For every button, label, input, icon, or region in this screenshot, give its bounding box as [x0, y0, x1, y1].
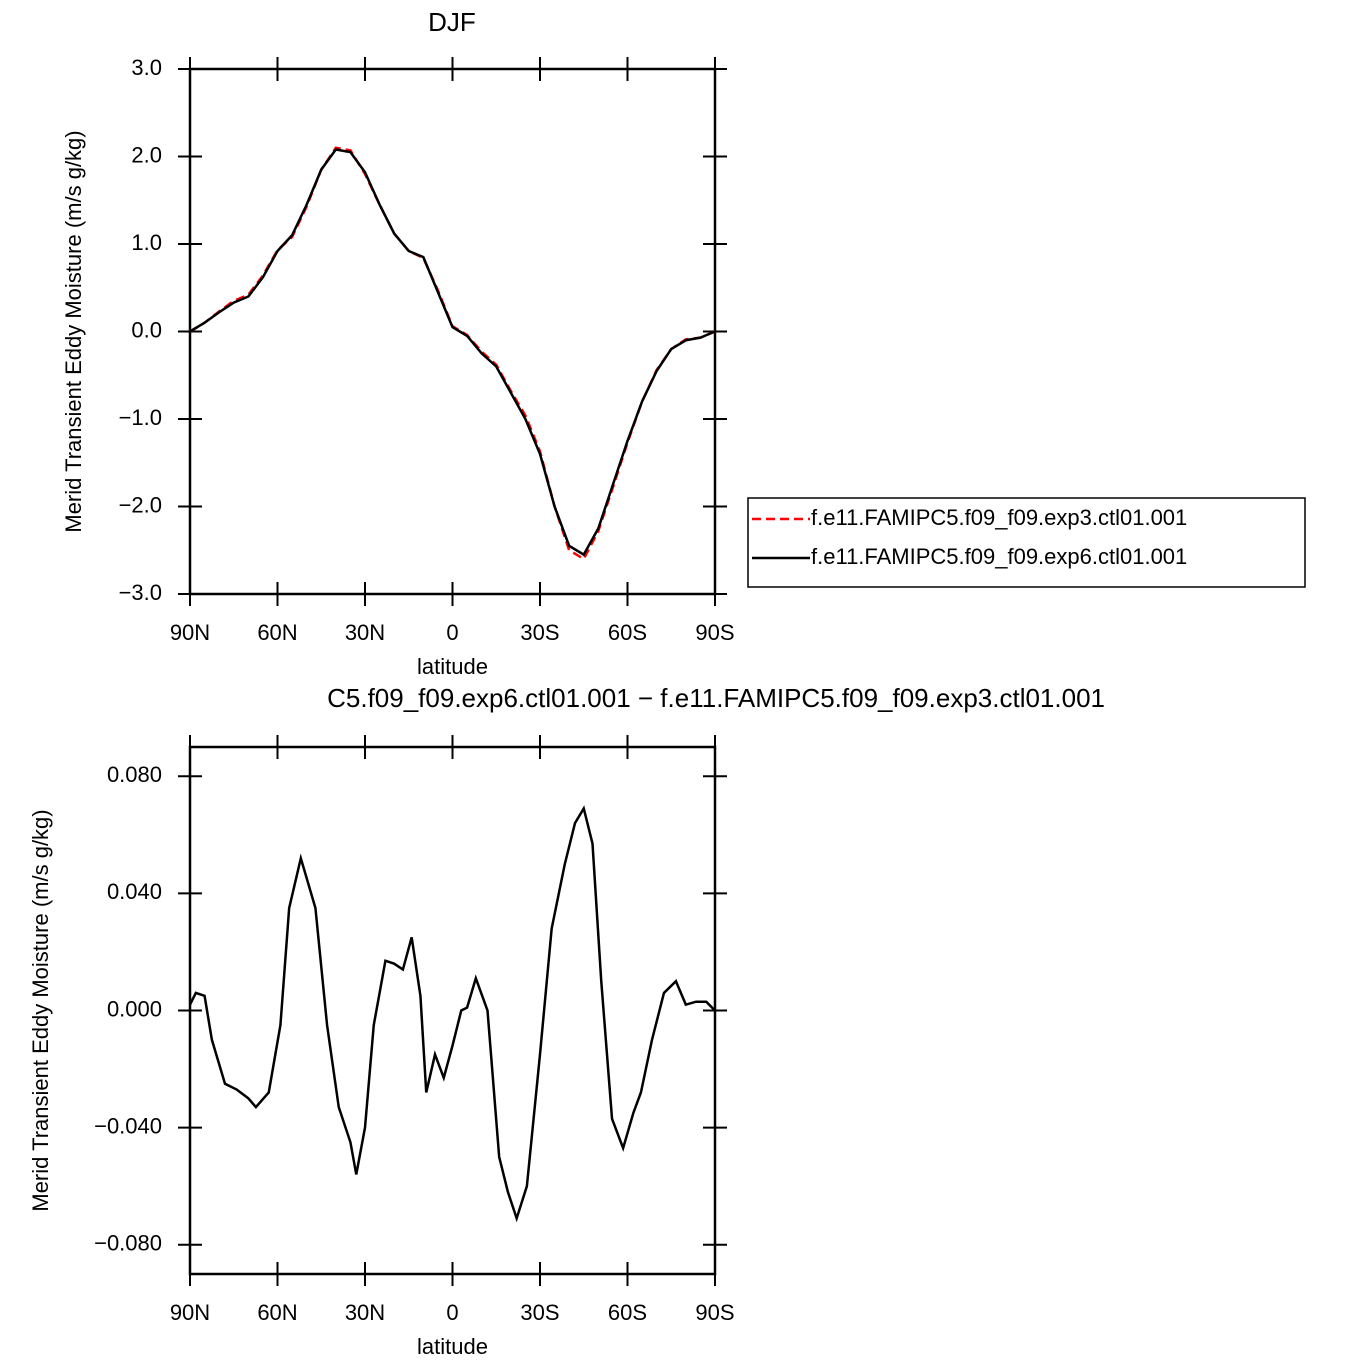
x-axis-label: latitude	[417, 654, 488, 679]
x-tick-label: 30S	[520, 1300, 559, 1325]
y-tick-label: 2.0	[131, 142, 162, 167]
y-tick-label: −0.040	[94, 1113, 162, 1138]
x-tick-label: 60N	[257, 1300, 297, 1325]
y-tick-label: −1.0	[119, 405, 162, 430]
x-tick-label: 90N	[170, 1300, 210, 1325]
data-line	[189, 146, 716, 561]
x-tick-label: 30S	[520, 620, 559, 645]
y-tick-label: 1.0	[131, 230, 162, 255]
plot-frame	[188, 745, 717, 1276]
y-tick-label: −0.080	[94, 1231, 162, 1256]
x-tick-label: 60N	[257, 620, 297, 645]
y-axis-label: Merid Transient Eddy Moisture (m/s g/kg)	[28, 809, 53, 1211]
x-tick-label: 90N	[170, 620, 210, 645]
y-tick-label: 0.040	[107, 879, 162, 904]
legend-label: f.e11.FAMIPC5.f09_f09.exp6.ctl01.001	[811, 544, 1187, 569]
chart-title: DJF	[428, 7, 476, 37]
y-axis-label: Merid Transient Eddy Moisture (m/s g/kg)	[61, 130, 86, 532]
x-tick-label: 0	[446, 620, 458, 645]
data-line	[189, 148, 716, 557]
y-tick-label: 0.000	[107, 996, 162, 1021]
x-tick-label: 90S	[695, 1300, 734, 1325]
y-tick-label: 0.080	[107, 762, 162, 787]
x-axis-label: latitude	[417, 1334, 488, 1359]
y-tick-label: 3.0	[131, 55, 162, 80]
x-tick-label: 30N	[345, 620, 385, 645]
y-tick-label: 0.0	[131, 317, 162, 342]
legend-box	[747, 497, 1306, 588]
y-tick-label: −3.0	[119, 580, 162, 605]
chart-title: C5.f09_f09.exp6.ctl01.001 − f.e11.FAMIPC…	[327, 683, 1105, 713]
plot-frame	[188, 67, 717, 596]
x-tick-label: 60S	[608, 1300, 647, 1325]
data-line	[188, 805, 716, 1223]
legend-label: f.e11.FAMIPC5.f09_f09.exp3.ctl01.001	[811, 505, 1187, 530]
x-tick-label: 60S	[608, 620, 647, 645]
x-tick-label: 0	[446, 1300, 458, 1325]
x-tick-label: 90S	[695, 620, 734, 645]
y-tick-label: −2.0	[119, 492, 162, 517]
x-tick-label: 30N	[345, 1300, 385, 1325]
